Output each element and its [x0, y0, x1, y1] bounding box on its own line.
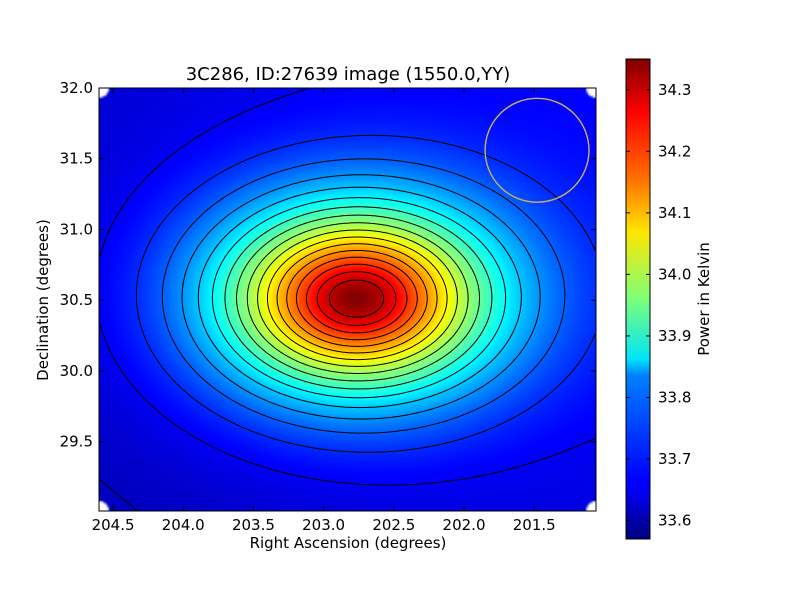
x-tick-label: 202.5	[372, 516, 415, 534]
contour-level-9	[246, 222, 469, 374]
contour-level-4	[181, 174, 541, 420]
y-axis-ticks: 29.5 30.0 30.5 31.0 31.5 32.0	[60, 79, 596, 451]
beam-circle	[484, 97, 590, 203]
contour-level-7	[224, 206, 493, 390]
colorbar-tick-label: 34.0	[658, 265, 691, 283]
chart-title: 3C286, ID:27639 image (1550.0,YY)	[186, 64, 511, 85]
plot-frame	[98, 87, 597, 512]
contour-level-11	[266, 236, 448, 361]
colorbar-gradient	[626, 59, 650, 539]
x-tick-label: 202.0	[443, 516, 486, 534]
x-tick-label: 201.5	[513, 516, 556, 534]
colorbar-tick-label: 33.6	[658, 512, 691, 530]
y-tick-label: 31.0	[60, 220, 93, 238]
contour-level-5	[197, 186, 522, 409]
colorbar-tick-label: 34.3	[658, 81, 691, 99]
contour-level-16	[316, 271, 397, 326]
x-tick-label: 204.0	[162, 516, 205, 534]
y-axis-label: Declination (degrees)	[34, 219, 52, 381]
contour-level-2	[135, 134, 596, 453]
y-tick-label: 30.5	[60, 291, 93, 309]
y-tick-label: 30.0	[60, 362, 93, 380]
x-axis-label: Right Ascension (degrees)	[250, 534, 447, 552]
y-tick-label: 32.0	[60, 79, 93, 97]
contour-level-3	[161, 158, 566, 434]
contour-level-1	[99, 88, 596, 486]
contour-level-0	[99, 479, 138, 511]
colorbar-frame	[625, 58, 651, 540]
y-tick-label: 31.5	[60, 150, 93, 168]
contour-level-13	[286, 250, 428, 347]
contour-level-12	[276, 243, 438, 354]
colorbar-tick-label: 33.7	[658, 450, 691, 468]
colorbar: 33.6 33.7 33.8 33.9 34.0 34.1 34.2 34.3 Power i…	[625, 58, 713, 540]
colorbar-label: Power in Kelvin	[695, 242, 713, 356]
x-tick-label: 204.5	[92, 516, 135, 534]
x-axis-ticks: 204.5 204.0 203.5 203.0 202.5 202.0 201.5	[92, 88, 556, 534]
colorbar-ticks: 33.6 33.7 33.8 33.9 34.0 34.1 34.2 34.3	[626, 81, 691, 530]
colorbar-tick-label: 33.9	[658, 327, 691, 345]
colorbar-tick-label: 33.8	[658, 388, 691, 406]
contour-level-6	[211, 197, 507, 399]
colorbar-tick-label: 34.2	[658, 142, 691, 160]
contour-level-15	[305, 263, 408, 334]
y-tick-label: 29.5	[60, 433, 93, 451]
contour-lines	[99, 88, 596, 511]
x-tick-label: 203.5	[232, 516, 275, 534]
contour-level-8	[236, 214, 480, 382]
x-tick-label: 203.0	[302, 516, 345, 534]
colorbar-tick-label: 34.1	[658, 204, 691, 222]
contour-level-10	[257, 229, 458, 367]
contour-level-17	[328, 279, 385, 318]
contour-level-14	[295, 256, 418, 341]
